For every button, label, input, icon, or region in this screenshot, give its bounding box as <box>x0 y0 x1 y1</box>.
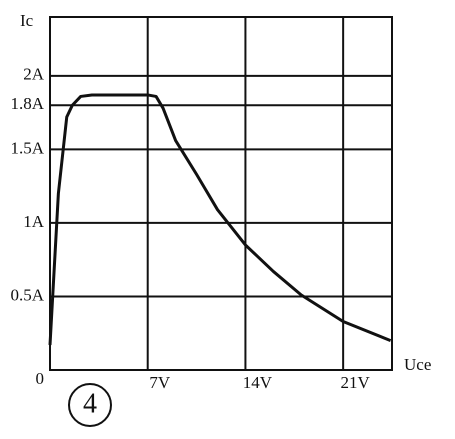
y-tick-label: 0 <box>36 369 45 388</box>
plot-frame <box>49 16 393 371</box>
x-tick-label: 14V <box>243 373 273 392</box>
annotation-circle <box>68 383 112 427</box>
y-tick-label: 1A <box>23 212 45 231</box>
y-tick-label: 1.5A <box>10 138 44 157</box>
y-tick-label: 2A <box>23 65 45 84</box>
x-tick-label: 21V <box>341 373 371 392</box>
x-tick-label: 7V <box>149 373 171 392</box>
y-tick-label: 1.8A <box>10 94 44 113</box>
y-axis-label: Ic <box>20 11 34 30</box>
y-tick-label: 0.5A <box>10 285 44 304</box>
data-line <box>48 93 392 346</box>
annotation: 4 <box>83 388 97 419</box>
x-axis-label: Uce <box>404 355 431 374</box>
